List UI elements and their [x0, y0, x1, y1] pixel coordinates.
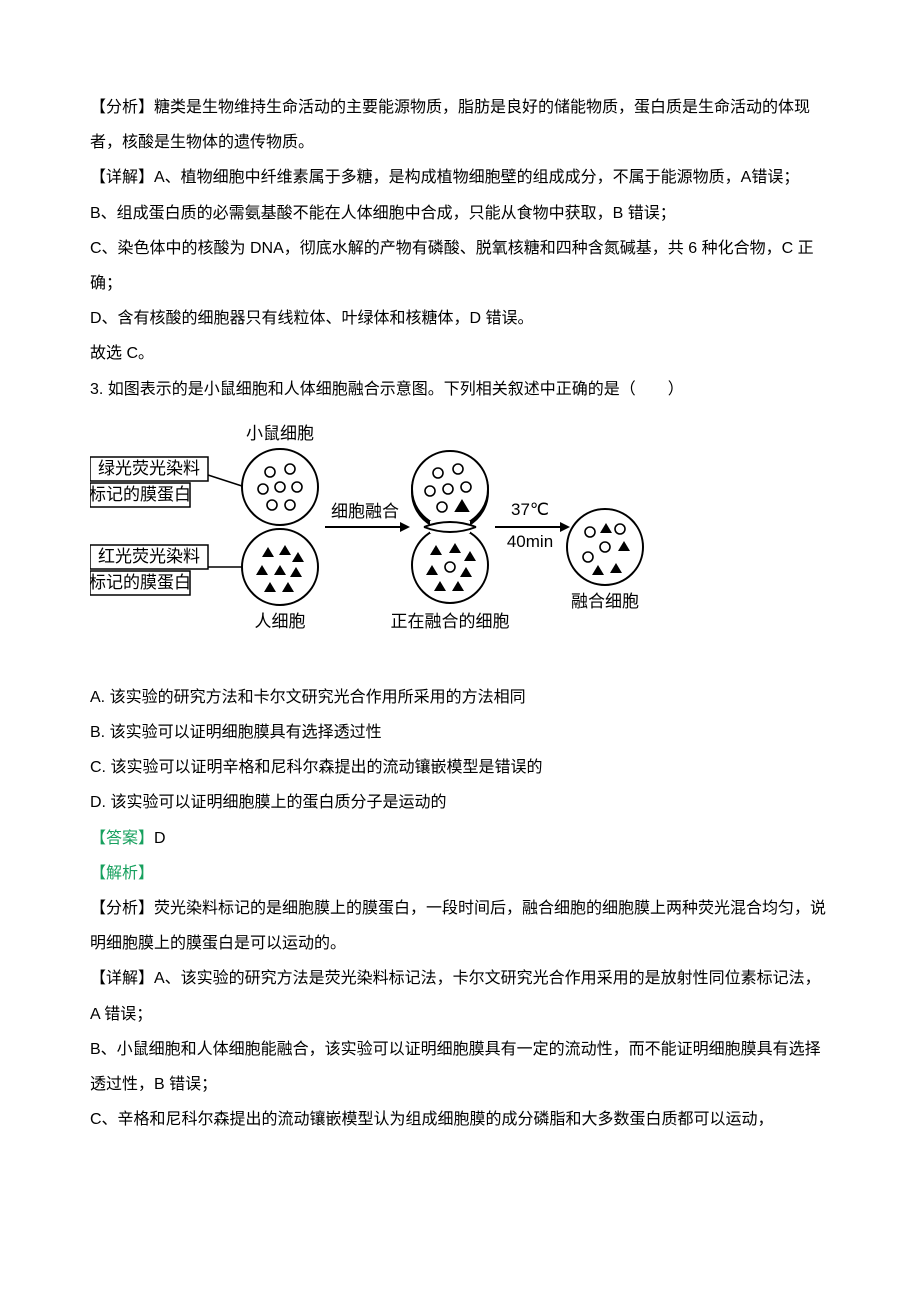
q3-option-c: C. 该实验可以证明辛格和尼科尔森提出的流动镶嵌模型是错误的: [90, 750, 830, 785]
q3-analysis-content: 【分析】荧光染料标记的是细胞膜上的膜蛋白，一段时间后，融合细胞的细胞膜上两种荧光…: [90, 891, 830, 961]
page-container: 【分析】糖类是生物维持生命活动的主要能源物质，脂肪是良好的储能物质，蛋白质是生命…: [0, 0, 920, 1302]
q3-detail-c: C、辛格和尼科尔森提出的流动镶嵌模型认为组成细胞膜的成分磷脂和大多数蛋白质都可以…: [90, 1102, 830, 1137]
stage1-cells: [242, 449, 318, 605]
q2-detail-d: D、含有核酸的细胞器只有线粒体、叶绿体和核糖体，D 错误。: [90, 301, 830, 336]
red-label: 红光荧光染料 标记的膜蛋白: [90, 545, 245, 595]
q3-stem: 3. 如图表示的是小鼠细胞和人体细胞融合示意图。下列相关叙述中正确的是（ ）: [90, 372, 830, 407]
q3-option-b: B. 该实验可以证明细胞膜具有选择透过性: [90, 715, 830, 750]
fusing-cell-label: 正在融合的细胞: [391, 612, 510, 631]
human-cell-label: 人细胞: [255, 612, 306, 631]
q3-detail-b: B、小鼠细胞和人体细胞能融合，该实验可以证明细胞膜具有一定的流动性，而不能证明细…: [90, 1032, 830, 1102]
q2-detail-a: 【详解】A、植物细胞中纤维素属于多糖，是构成植物细胞壁的组成成分，不属于能源物质…: [90, 160, 830, 195]
cell-fusion-diagram: 绿光荧光染料 标记的膜蛋白 红光荧光染料 标记的膜蛋白 小鼠细胞: [90, 417, 650, 647]
stage2-cells: [412, 451, 488, 603]
green-label: 绿光荧光染料 标记的膜蛋白: [90, 457, 245, 507]
red-label-line1: 红光荧光染料: [98, 547, 200, 566]
q2-conclusion: 故选 C。: [90, 336, 830, 371]
q2-analysis-heading: 【分析】糖类是生物维持生命活动的主要能源物质，脂肪是良好的储能物质，蛋白质是生命…: [90, 90, 830, 160]
fused-cell-label: 融合细胞: [571, 592, 639, 611]
q2-detail-b: B、组成蛋白质的必需氨基酸不能在人体细胞中合成，只能从食物中获取，B 错误；: [90, 196, 830, 231]
q3-option-d: D. 该实验可以证明细胞膜上的蛋白质分子是运动的: [90, 785, 830, 820]
svg-text:40min: 40min: [507, 532, 553, 551]
q3-detail-a: 【详解】A、该实验的研究方法是荧光染料标记法，卡尔文研究光合作用采用的是放射性同…: [90, 961, 830, 1031]
fusion-arrow: 细胞融合: [325, 502, 410, 532]
condition-arrow: 37℃ 40min: [495, 500, 570, 551]
q2-detail-c: C、染色体中的核酸为 DNA，彻底水解的产物有磷酸、脱氧核糖和四种含氮碱基，共 …: [90, 231, 830, 301]
mouse-cell-label: 小鼠细胞: [246, 424, 314, 443]
q3-analysis-label: 【解析】: [90, 856, 830, 891]
q3-answer: 【答案】D: [90, 821, 830, 856]
answer-label: 【答案】: [90, 830, 154, 847]
green-label-line2: 标记的膜蛋白: [90, 485, 191, 504]
stage3-cell: [567, 509, 643, 585]
svg-text:细胞融合: 细胞融合: [331, 502, 399, 521]
analysis-label: 【解析】: [90, 865, 154, 882]
answer-value: D: [154, 830, 166, 847]
q3-option-a: A. 该实验的研究方法和卡尔文研究光合作用所采用的方法相同: [90, 680, 830, 715]
svg-text:37℃: 37℃: [511, 500, 549, 519]
green-label-line1: 绿光荧光染料: [98, 459, 200, 478]
q3-diagram: 绿光荧光染料 标记的膜蛋白 红光荧光染料 标记的膜蛋白 小鼠细胞: [90, 417, 830, 660]
red-label-line2: 标记的膜蛋白: [90, 573, 191, 592]
